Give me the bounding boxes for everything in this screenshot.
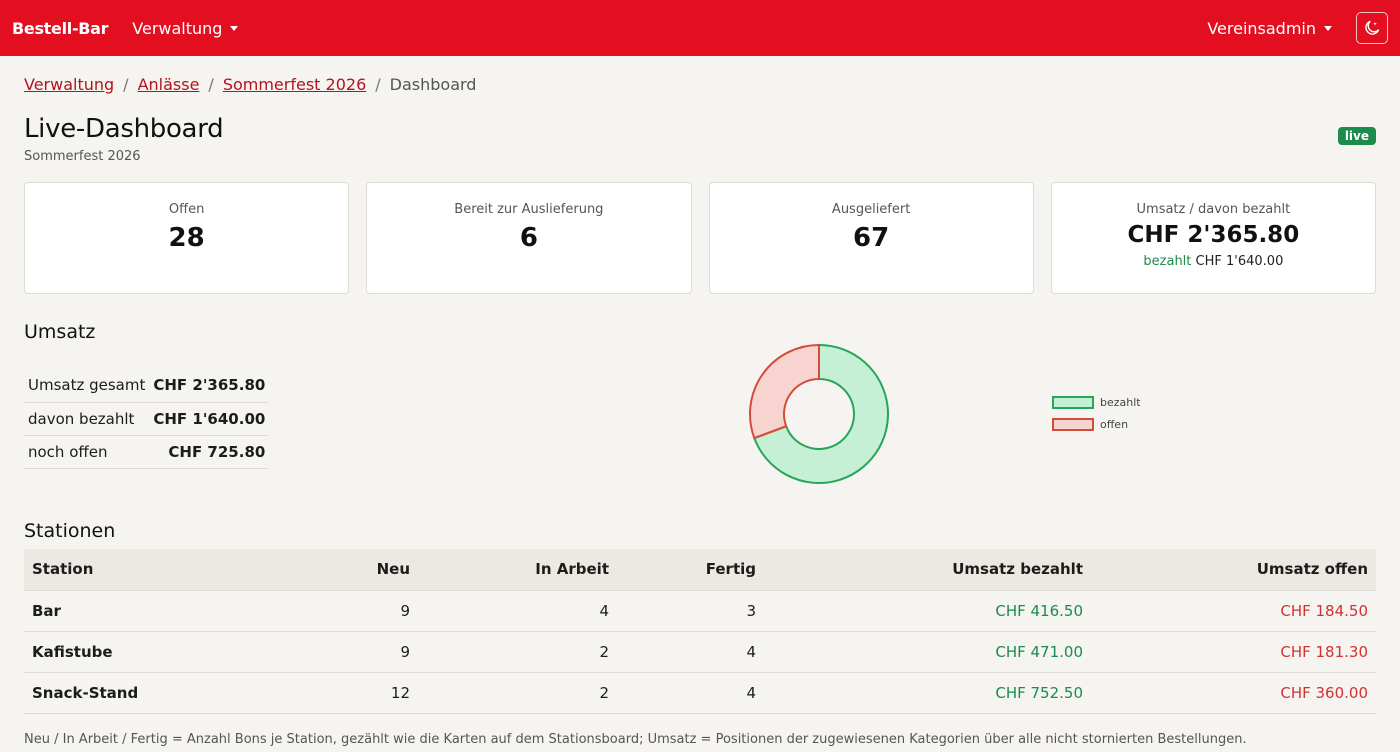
column-header: Umsatz bezahlt	[764, 549, 1091, 591]
umsatz-bezahlt: CHF 752.50	[764, 672, 1091, 714]
stat-value: CHF 2'365.80	[1127, 222, 1300, 248]
table-row: Kafistube 9 2 4 CHF 471.00 CHF 181.30	[24, 631, 1376, 673]
stations-footnote: Neu / In Arbeit / Fertig = Anzahl Bons j…	[24, 731, 1247, 747]
verwaltung-menu-label: Verwaltung	[132, 18, 223, 38]
umsatz-label: noch offen	[24, 435, 150, 469]
navbar: Bestell-Bar Verwaltung Vereinsadmin	[0, 0, 1400, 56]
paid-label: bezahlt	[1143, 254, 1192, 269]
umsatz-label: Umsatz gesamt	[24, 369, 150, 403]
umsatz-section: Umsatz Umsatz gesamt CHF 2'365.80 davon …	[24, 321, 1376, 517]
legend-item-offen[interactable]: offen	[1052, 413, 1141, 435]
brand-logo[interactable]: Bestell-Bar	[12, 18, 109, 38]
count-fertig: 4	[617, 672, 764, 714]
count-fertig: 3	[617, 590, 764, 632]
page-title: Live-Dashboard	[24, 114, 224, 144]
stat-card-umsatz: Umsatz / davon bezahlt CHF 2'365.80 beza…	[1050, 182, 1376, 294]
stations-table: Station Neu In Arbeit Fertig Umsatz beza…	[24, 549, 1376, 714]
stat-card-bereit: Bereit zur Auslieferung 6	[366, 182, 692, 294]
breadcrumb-link-event[interactable]: Sommerfest 2026	[222, 74, 367, 94]
umsatz-table: Umsatz gesamt CHF 2'365.80 davon bezahlt…	[24, 369, 269, 469]
legend-swatch-bezahlt	[1052, 395, 1094, 409]
column-header: Station	[24, 549, 202, 591]
user-menu-label: Vereinsadmin	[1207, 18, 1316, 38]
umsatz-bezahlt: CHF 471.00	[764, 631, 1091, 673]
paid-value: CHF 1'640.00	[1195, 254, 1284, 269]
station-name: Kafistube	[24, 631, 202, 673]
count-neu: 9	[202, 590, 418, 632]
umsatz-value: CHF 2'365.80	[149, 369, 269, 403]
stat-card-ausgeliefert: Ausgeliefert 67	[708, 182, 1034, 294]
umsatz-offen: CHF 184.50	[1091, 590, 1376, 632]
page-subtitle: Sommerfest 2026	[24, 149, 141, 164]
stat-label: Bereit zur Auslieferung	[454, 202, 604, 217]
chart-legend: bezahlt offen	[1052, 391, 1141, 435]
stat-value: 6	[519, 223, 538, 253]
umsatz-row: noch offen CHF 725.80	[24, 435, 269, 469]
umsatz-row: davon bezahlt CHF 1'640.00	[24, 402, 269, 436]
stations-heading: Stationen	[24, 520, 116, 542]
donut-slice-offen[interactable]	[749, 343, 820, 440]
umsatz-label: davon bezahlt	[24, 402, 150, 436]
stat-card-offen: Offen 28	[24, 182, 350, 294]
umsatz-offen: CHF 181.30	[1091, 631, 1376, 673]
breadcrumb-current: Dashboard	[389, 74, 477, 94]
umsatz-offen: CHF 360.00	[1091, 672, 1376, 714]
breadcrumb: Verwaltung / Anlässe / Sommerfest 2026 /…	[24, 74, 477, 94]
breadcrumb-link-anlaesse[interactable]: Anlässe	[137, 74, 200, 94]
theme-toggle-button[interactable]	[1356, 12, 1388, 44]
column-header: In Arbeit	[418, 549, 617, 591]
stat-value: 67	[853, 223, 890, 253]
count-fertig: 4	[617, 631, 764, 673]
umsatz-bezahlt: CHF 416.50	[764, 590, 1091, 632]
stat-label: Ausgeliefert	[831, 202, 911, 217]
count-in-arbeit: 2	[418, 631, 617, 673]
moon-stars-icon	[1365, 20, 1380, 35]
breadcrumb-link-verwaltung[interactable]: Verwaltung	[24, 74, 115, 94]
legend-label-bezahlt: bezahlt	[1100, 395, 1141, 409]
count-neu: 12	[202, 672, 418, 714]
table-row: Bar 9 4 3 CHF 416.50 CHF 184.50	[24, 590, 1376, 632]
table-header-row: Station Neu In Arbeit Fertig Umsatz beza…	[24, 549, 1376, 591]
column-header: Umsatz offen	[1091, 549, 1376, 591]
caret-down-icon	[1324, 25, 1332, 31]
station-name: Snack-Stand	[24, 672, 202, 714]
verwaltung-menu[interactable]: Verwaltung	[132, 18, 239, 38]
legend-item-bezahlt[interactable]: bezahlt	[1052, 391, 1141, 413]
caret-down-icon	[230, 25, 239, 31]
umsatz-value: CHF 1'640.00	[149, 402, 269, 436]
count-neu: 9	[202, 631, 418, 673]
column-header: Fertig	[617, 549, 764, 591]
umsatz-donut-chart	[749, 343, 889, 484]
count-in-arbeit: 4	[418, 590, 617, 632]
column-header: Neu	[202, 549, 418, 591]
user-menu[interactable]: Vereinsadmin	[1207, 19, 1332, 38]
table-row: Snack-Stand 12 2 4 CHF 752.50 CHF 360.00	[24, 672, 1376, 714]
legend-swatch-offen	[1052, 417, 1094, 431]
donut-slice-bezahlt[interactable]	[753, 343, 889, 484]
count-in-arbeit: 2	[418, 672, 617, 714]
legend-label-offen: offen	[1100, 417, 1129, 431]
umsatz-heading: Umsatz	[24, 321, 96, 343]
stat-label: Offen	[168, 202, 205, 217]
live-badge: live	[1337, 127, 1376, 145]
stat-sub: bezahlt CHF 1'640.00	[1052, 254, 1375, 269]
umsatz-value: CHF 725.80	[149, 435, 269, 469]
stat-cards: Offen 28 Bereit zur Auslieferung 6 Ausge…	[24, 182, 1376, 294]
stat-label: Umsatz / davon bezahlt	[1136, 202, 1291, 217]
stat-value: 28	[168, 223, 205, 253]
umsatz-row: Umsatz gesamt CHF 2'365.80	[24, 369, 269, 403]
station-name: Bar	[24, 590, 202, 632]
